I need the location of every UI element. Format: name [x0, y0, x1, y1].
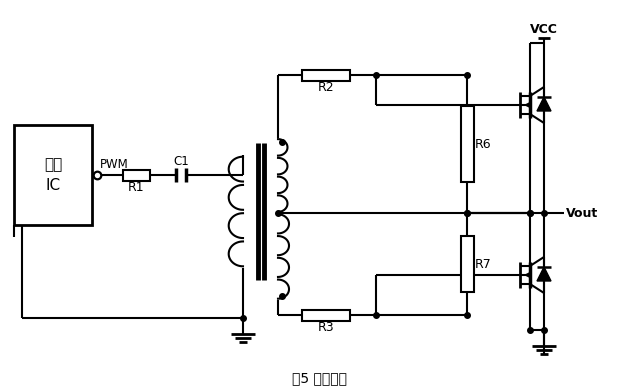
Text: R7: R7: [475, 258, 492, 270]
Text: 图5 隔离驱动: 图5 隔离驱动: [292, 371, 348, 385]
Text: R1: R1: [128, 181, 145, 194]
Bar: [302, 70, 350, 81]
Text: VCC: VCC: [530, 23, 558, 35]
Text: R3: R3: [317, 321, 334, 334]
Bar: [461, 106, 474, 182]
Text: PWM: PWM: [100, 158, 129, 170]
Text: C1: C1: [173, 154, 189, 168]
Text: R2: R2: [317, 81, 334, 94]
Text: IC: IC: [45, 177, 61, 193]
Polygon shape: [537, 97, 551, 111]
Text: 电源: 电源: [44, 158, 62, 172]
Text: R6: R6: [475, 137, 492, 151]
Bar: [14, 125, 92, 225]
Bar: [461, 236, 474, 292]
Polygon shape: [537, 267, 551, 281]
Text: Vout: Vout: [566, 207, 598, 219]
Bar: [123, 170, 150, 180]
Bar: [302, 310, 350, 321]
